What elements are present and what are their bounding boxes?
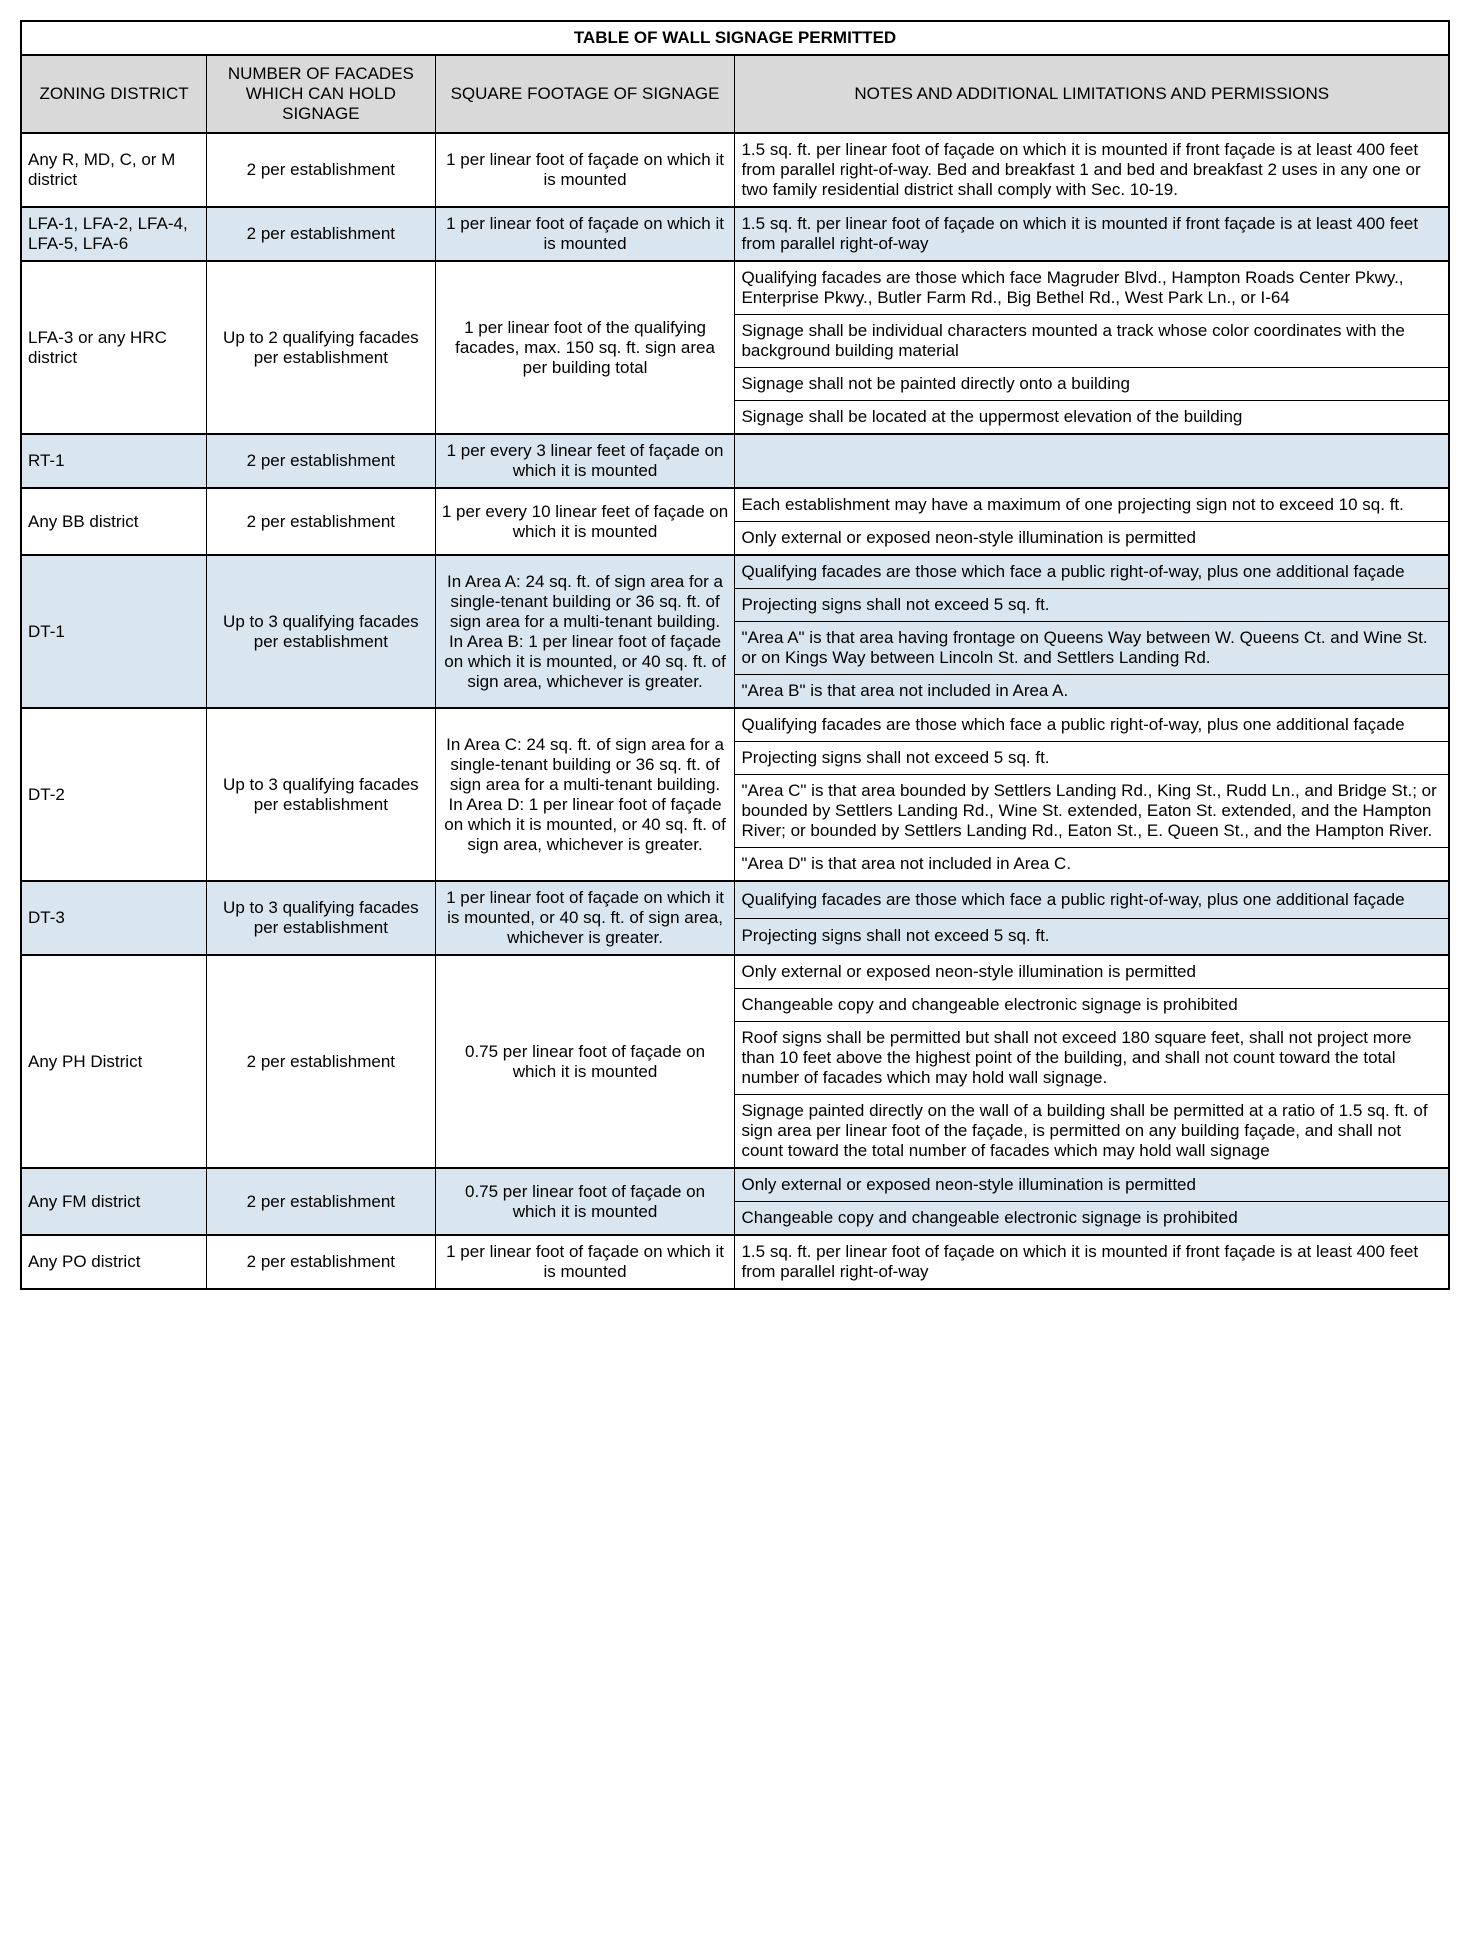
table-row: LFA-1, LFA-2, LFA-4, LFA-5, LFA-62 per e… <box>21 207 1449 261</box>
facades-cell: 2 per establishment <box>207 488 435 555</box>
notes-cell: 1.5 sq. ft. per linear foot of façade on… <box>735 1235 1449 1289</box>
zoning-cell: Any FM district <box>21 1168 207 1235</box>
col-facades: NUMBER OF FACADES WHICH CAN HOLD SIGNAGE <box>207 55 435 133</box>
table-row: DT-2Up to 3 qualifying facades per estab… <box>21 708 1449 742</box>
sqft-cell: In Area A: 24 sq. ft. of sign area for a… <box>435 555 735 708</box>
notes-cell: 1.5 sq. ft. per linear foot of façade on… <box>735 133 1449 207</box>
table-row: Any PH District2 per establishment0.75 p… <box>21 955 1449 989</box>
notes-cell: Projecting signs shall not exceed 5 sq. … <box>735 742 1449 775</box>
zoning-cell: LFA-3 or any HRC district <box>21 261 207 434</box>
col-sqft: SQUARE FOOTAGE OF SIGNAGE <box>435 55 735 133</box>
sqft-cell: 0.75 per linear foot of façade on which … <box>435 1168 735 1235</box>
table-row: Any BB district2 per establishment1 per … <box>21 488 1449 522</box>
notes-cell <box>735 434 1449 488</box>
facades-cell: Up to 3 qualifying facades per establish… <box>207 555 435 708</box>
zoning-cell: Any PO district <box>21 1235 207 1289</box>
table-row: RT-12 per establishment1 per every 3 lin… <box>21 434 1449 488</box>
sqft-cell: 1 per linear foot of façade on which it … <box>435 133 735 207</box>
notes-cell: Qualifying facades are those which face … <box>735 708 1449 742</box>
sqft-cell: 1 per linear foot of façade on which it … <box>435 207 735 261</box>
sqft-cell: 1 per linear foot of façade on which it … <box>435 1235 735 1289</box>
facades-cell: Up to 3 qualifying facades per establish… <box>207 881 435 955</box>
sqft-cell: In Area C: 24 sq. ft. of sign area for a… <box>435 708 735 881</box>
col-zoning: ZONING DISTRICT <box>21 55 207 133</box>
notes-cell: Each establishment may have a maximum of… <box>735 488 1449 522</box>
table-row: DT-1Up to 3 qualifying facades per estab… <box>21 555 1449 589</box>
facades-cell: Up to 3 qualifying facades per establish… <box>207 708 435 881</box>
notes-cell: Qualifying facades are those which face … <box>735 881 1449 918</box>
notes-cell: Qualifying facades are those which face … <box>735 555 1449 589</box>
table-title-row: TABLE OF WALL SIGNAGE PERMITTED <box>21 21 1449 55</box>
sqft-cell: 1 per every 10 linear feet of façade on … <box>435 488 735 555</box>
notes-cell: Changeable copy and changeable electroni… <box>735 989 1449 1022</box>
sqft-cell: 0.75 per linear foot of façade on which … <box>435 955 735 1168</box>
facades-cell: 2 per establishment <box>207 434 435 488</box>
zoning-cell: Any PH District <box>21 955 207 1168</box>
notes-cell: "Area C" is that area bounded by Settler… <box>735 775 1449 848</box>
table-row: Any R, MD, C, or M district2 per establi… <box>21 133 1449 207</box>
notes-cell: Signage shall be individual characters m… <box>735 315 1449 368</box>
notes-cell: Only external or exposed neon-style illu… <box>735 522 1449 556</box>
wall-signage-table: TABLE OF WALL SIGNAGE PERMITTED ZONING D… <box>20 20 1450 1290</box>
table-body: Any R, MD, C, or M district2 per establi… <box>21 133 1449 1289</box>
table-header-row: ZONING DISTRICT NUMBER OF FACADES WHICH … <box>21 55 1449 133</box>
notes-cell: "Area A" is that area having frontage on… <box>735 622 1449 675</box>
notes-cell: "Area D" is that area not included in Ar… <box>735 848 1449 882</box>
notes-cell: Roof signs shall be permitted but shall … <box>735 1022 1449 1095</box>
sqft-cell: 1 per linear foot of façade on which it … <box>435 881 735 955</box>
table-row: Any PO district2 per establishment1 per … <box>21 1235 1449 1289</box>
facades-cell: Up to 2 qualifying facades per establish… <box>207 261 435 434</box>
facades-cell: 2 per establishment <box>207 207 435 261</box>
zoning-cell: Any BB district <box>21 488 207 555</box>
notes-cell: Only external or exposed neon-style illu… <box>735 1168 1449 1202</box>
facades-cell: 2 per establishment <box>207 133 435 207</box>
zoning-cell: RT-1 <box>21 434 207 488</box>
notes-cell: Projecting signs shall not exceed 5 sq. … <box>735 589 1449 622</box>
facades-cell: 2 per establishment <box>207 1168 435 1235</box>
table-row: Any FM district2 per establishment0.75 p… <box>21 1168 1449 1202</box>
facades-cell: 2 per establishment <box>207 1235 435 1289</box>
notes-cell: Only external or exposed neon-style illu… <box>735 955 1449 989</box>
table-title: TABLE OF WALL SIGNAGE PERMITTED <box>21 21 1449 55</box>
sqft-cell: 1 per linear foot of the qualifying faca… <box>435 261 735 434</box>
notes-cell: Signage shall be located at the uppermos… <box>735 401 1449 435</box>
zoning-cell: Any R, MD, C, or M district <box>21 133 207 207</box>
zoning-cell: LFA-1, LFA-2, LFA-4, LFA-5, LFA-6 <box>21 207 207 261</box>
notes-cell: Signage painted directly on the wall of … <box>735 1095 1449 1169</box>
facades-cell: 2 per establishment <box>207 955 435 1168</box>
col-notes: NOTES AND ADDITIONAL LIMITATIONS AND PER… <box>735 55 1449 133</box>
table-row: DT-3Up to 3 qualifying facades per estab… <box>21 881 1449 918</box>
notes-cell: Qualifying facades are those which face … <box>735 261 1449 315</box>
notes-cell: 1.5 sq. ft. per linear foot of façade on… <box>735 207 1449 261</box>
zoning-cell: DT-2 <box>21 708 207 881</box>
notes-cell: Projecting signs shall not exceed 5 sq. … <box>735 918 1449 955</box>
zoning-cell: DT-1 <box>21 555 207 708</box>
notes-cell: Signage shall not be painted directly on… <box>735 368 1449 401</box>
zoning-cell: DT-3 <box>21 881 207 955</box>
sqft-cell: 1 per every 3 linear feet of façade on w… <box>435 434 735 488</box>
notes-cell: Changeable copy and changeable electroni… <box>735 1202 1449 1236</box>
table-row: LFA-3 or any HRC districtUp to 2 qualify… <box>21 261 1449 315</box>
notes-cell: "Area B" is that area not included in Ar… <box>735 675 1449 709</box>
